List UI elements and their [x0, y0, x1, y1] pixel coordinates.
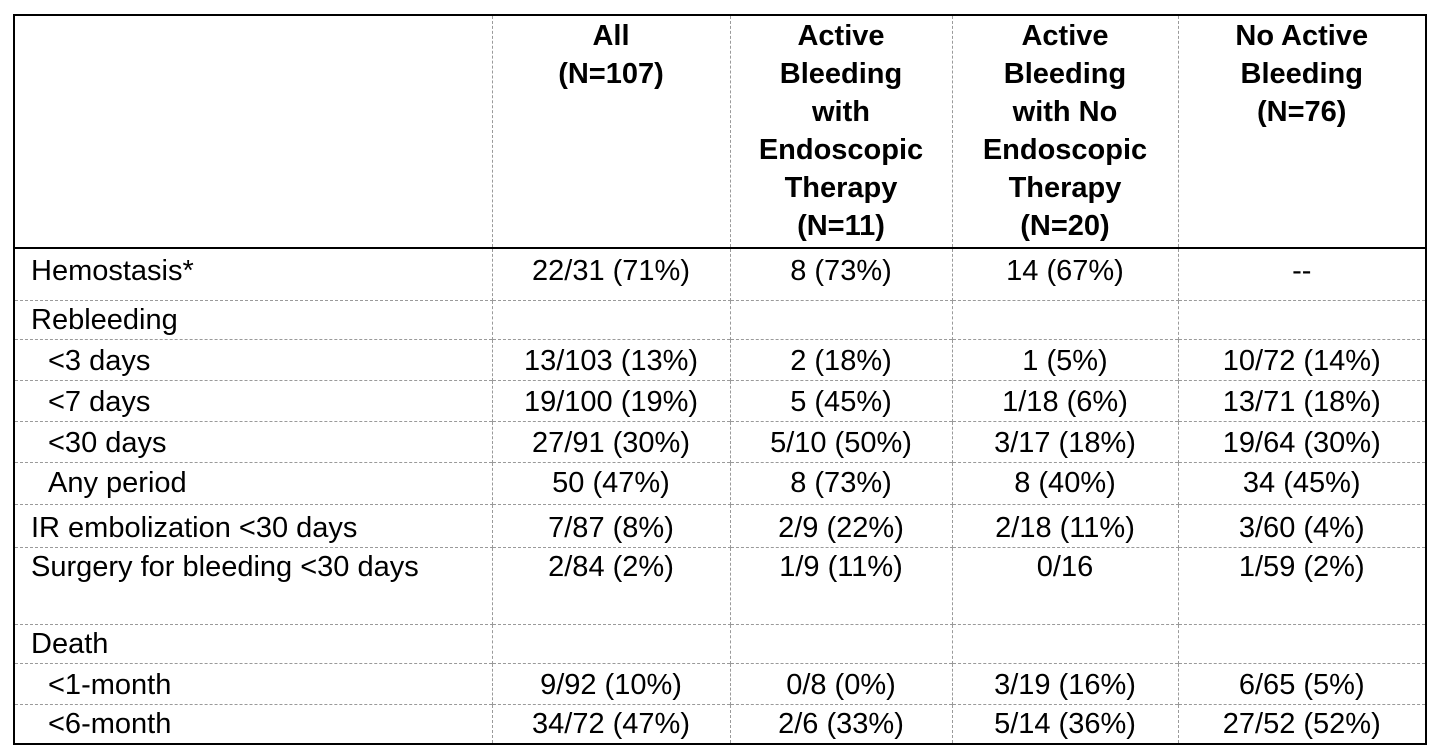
cell-all: 50 (47%)	[491, 462, 731, 505]
cell-active-no-endoscopic: 14 (67%)	[951, 248, 1179, 301]
cell-active-no-endoscopic: 3/19 (16%)	[951, 663, 1179, 705]
cell-active-no-endoscopic: 3/17 (18%)	[951, 421, 1179, 463]
row-label: <7 days	[13, 380, 493, 422]
table-row: <7 days 19/100 (19%) 5 (45%) 1/18 (6%) 1…	[13, 380, 1427, 422]
header-line: Active	[1021, 20, 1109, 52]
cell-active-no-endoscopic: 1 (5%)	[951, 339, 1179, 381]
cell-no-active	[1177, 300, 1427, 340]
table-row: <30 days 27/91 (30%) 5/10 (50%) 3/17 (18…	[13, 421, 1427, 463]
cell-no-active: --	[1177, 248, 1427, 301]
row-label: Surgery for bleeding <30 days	[13, 547, 493, 625]
table-row: Death	[13, 624, 1427, 664]
cell-no-active: 13/71 (18%)	[1177, 380, 1427, 422]
header-line: with No	[1012, 96, 1118, 128]
cell-no-active: 19/64 (30%)	[1177, 421, 1427, 463]
table-row: Hemostasis* 22/31 (71%) 8 (73%) 14 (67%)…	[13, 248, 1427, 301]
cell-all	[491, 624, 731, 664]
cell-active-endoscopic	[729, 300, 953, 340]
cell-active-no-endoscopic: 1/18 (6%)	[951, 380, 1179, 422]
cell-active-endoscopic: 5 (45%)	[729, 380, 953, 422]
cell-no-active	[1177, 624, 1427, 664]
table-row: IR embolization <30 days 7/87 (8%) 2/9 (…	[13, 504, 1427, 548]
cell-active-endoscopic: 5/10 (50%)	[729, 421, 953, 463]
cell-no-active: 3/60 (4%)	[1177, 504, 1427, 548]
cell-no-active: 34 (45%)	[1177, 462, 1427, 505]
table-row: <6-month 34/72 (47%) 2/6 (33%) 5/14 (36%…	[13, 704, 1427, 744]
row-label: Hemostasis*	[13, 248, 493, 301]
table-row: <1-month 9/92 (10%) 0/8 (0%) 3/19 (16%) …	[13, 663, 1427, 705]
outcomes-table: All (N=107) Active Bleeding with Endosco…	[13, 14, 1427, 745]
cell-no-active: 27/52 (52%)	[1177, 704, 1427, 744]
cell-all: 19/100 (19%)	[491, 380, 731, 422]
cell-active-no-endoscopic: 5/14 (36%)	[951, 704, 1179, 744]
row-label: Rebleeding	[13, 300, 493, 340]
header-empty	[13, 15, 493, 249]
cell-active-no-endoscopic: 2/18 (11%)	[951, 504, 1179, 548]
header-no-active: No Active Bleeding (N=76)	[1177, 15, 1427, 249]
header-line: All	[592, 20, 630, 52]
cell-all: 7/87 (8%)	[491, 504, 731, 548]
header-active-no-endoscopic: Active Bleeding with No Endoscopic Thera…	[951, 15, 1179, 249]
cell-active-no-endoscopic	[951, 624, 1179, 664]
row-label: IR embolization <30 days	[13, 504, 493, 548]
header-line: (N=20)	[1020, 210, 1110, 242]
row-label: <3 days	[13, 339, 493, 381]
header-line: with	[812, 96, 870, 128]
cell-all: 13/103 (13%)	[491, 339, 731, 381]
row-label: Death	[13, 624, 493, 664]
header-line: Endoscopic	[982, 134, 1148, 166]
header-row: All (N=107) Active Bleeding with Endosco…	[13, 15, 1427, 249]
cell-active-endoscopic: 1/9 (11%)	[729, 547, 953, 625]
header-line: (N=76)	[1257, 96, 1347, 128]
header-line: (N=11)	[797, 210, 885, 242]
header-line: Bleeding	[779, 58, 903, 90]
cell-all: 22/31 (71%)	[491, 248, 731, 301]
cell-active-no-endoscopic: 0/16	[951, 547, 1179, 625]
cell-all: 2/84 (2%)	[491, 547, 731, 625]
cell-active-endoscopic: 0/8 (0%)	[729, 663, 953, 705]
cell-active-endoscopic	[729, 624, 953, 664]
cell-no-active: 6/65 (5%)	[1177, 663, 1427, 705]
header-line: Bleeding	[1240, 58, 1363, 90]
row-label: <30 days	[13, 421, 493, 463]
table-row: Surgery for bleeding <30 days 2/84 (2%) …	[13, 547, 1427, 625]
header-line: Therapy	[1008, 172, 1122, 204]
header-line: Bleeding	[1003, 58, 1127, 90]
cell-active-endoscopic: 8 (73%)	[729, 462, 953, 505]
cell-active-no-endoscopic: 8 (40%)	[951, 462, 1179, 505]
cell-all: 27/91 (30%)	[491, 421, 731, 463]
cell-active-endoscopic: 2/9 (22%)	[729, 504, 953, 548]
header-all: All (N=107)	[491, 15, 731, 249]
cell-no-active: 10/72 (14%)	[1177, 339, 1427, 381]
header-line: (N=107)	[558, 58, 664, 90]
cell-active-endoscopic: 2/6 (33%)	[729, 704, 953, 744]
cell-active-endoscopic: 8 (73%)	[729, 248, 953, 301]
header-line: Endoscopic	[758, 134, 924, 166]
cell-active-endoscopic: 2 (18%)	[729, 339, 953, 381]
cell-all: 34/72 (47%)	[491, 704, 731, 744]
header-active-endoscopic: Active Bleeding with Endoscopic Therapy …	[729, 15, 953, 249]
cell-all: 9/92 (10%)	[491, 663, 731, 705]
cell-no-active: 1/59 (2%)	[1177, 547, 1427, 625]
row-label: Any period	[13, 462, 493, 505]
table-row: <3 days 13/103 (13%) 2 (18%) 1 (5%) 10/7…	[13, 339, 1427, 381]
table-row: Any period 50 (47%) 8 (73%) 8 (40%) 34 (…	[13, 462, 1427, 505]
cell-all	[491, 300, 731, 340]
header-line: No Active	[1235, 20, 1369, 52]
cell-active-no-endoscopic	[951, 300, 1179, 340]
header-line: Active	[797, 20, 885, 52]
row-label: <6-month	[13, 704, 493, 744]
table-row: Rebleeding	[13, 300, 1427, 340]
header-line: Therapy	[784, 172, 898, 204]
row-label: <1-month	[13, 663, 493, 705]
